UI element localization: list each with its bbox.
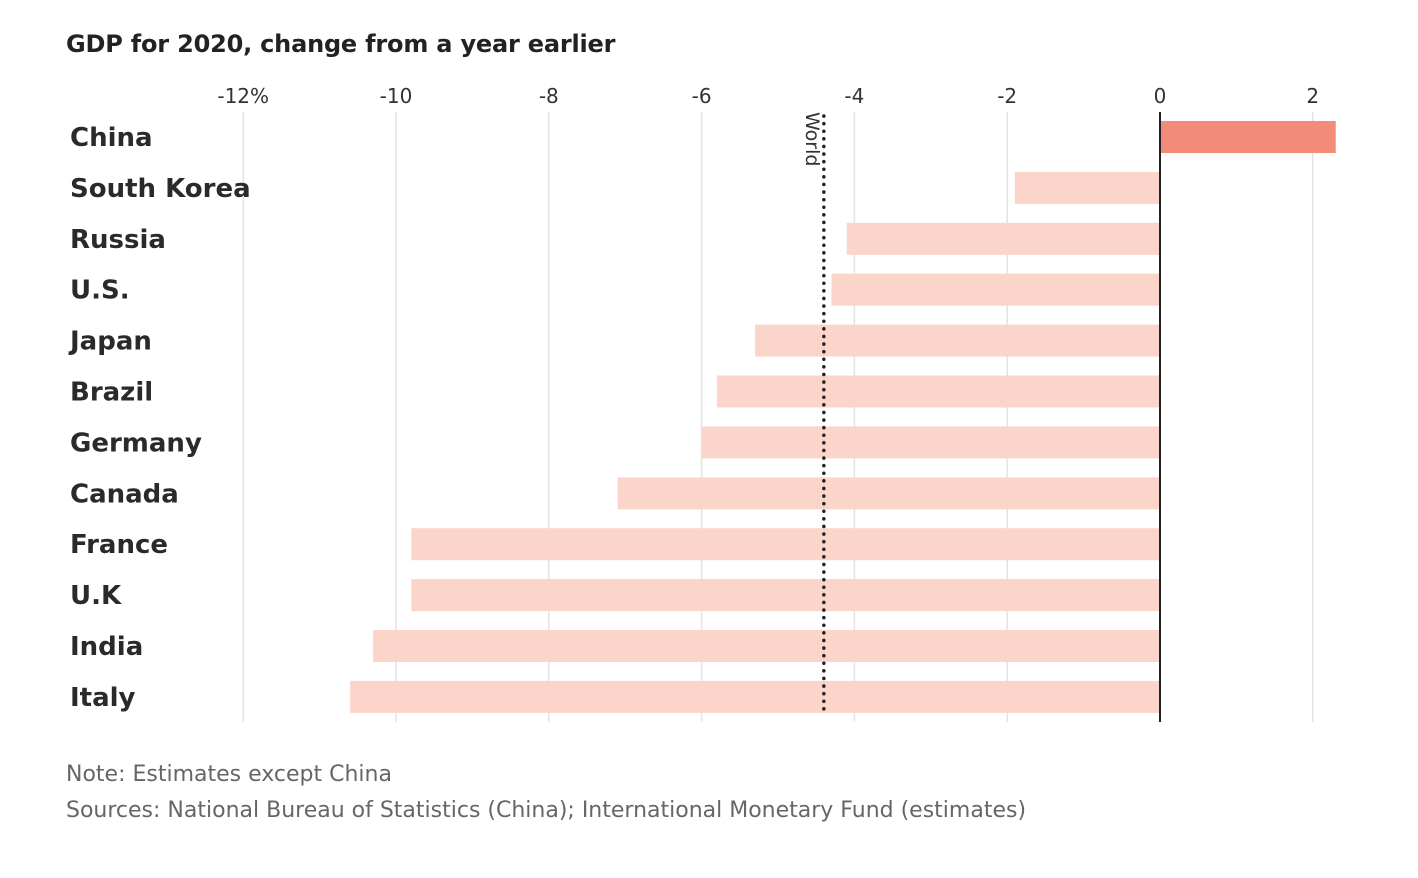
grid-lines [242,112,1314,722]
tick-label: 2 [1306,84,1319,108]
tick-label: -6 [692,84,712,108]
bars [350,121,1336,713]
bar [755,324,1160,357]
category-label: China [70,123,153,153]
tick-label: -10 [380,84,413,108]
category-label: India [70,632,143,662]
bar [716,375,1160,408]
tick-label: 0 [1154,84,1167,108]
category-label: U.S. [70,276,130,306]
category-label: France [70,530,168,560]
category-label: Russia [70,225,166,255]
tick-label: -2 [997,84,1017,108]
tick-label: -8 [539,84,559,108]
chart-sources: Sources: National Bureau of Statistics (… [66,798,1027,823]
bar [831,273,1160,306]
bar [373,630,1161,662]
bar [846,222,1160,255]
bar [411,528,1160,561]
category-label: Italy [70,683,136,713]
x-axis-ticks: -12% -10 -8 -6 -4 -2 0 2 [217,84,1319,108]
category-label: Japan [68,327,152,357]
category-label: Brazil [70,378,153,408]
world-reference: World [801,112,826,718]
bar [350,680,1160,713]
tick-label: -4 [844,84,864,108]
bar [1160,121,1336,153]
world-reference-label: World [801,112,823,166]
category-label: U.K [70,581,122,611]
chart-title: GDP for 2020, change from a year earlier [66,30,616,58]
bar [411,579,1160,612]
category-label: Germany [70,428,202,458]
chart-note: Note: Estimates except China [66,762,392,787]
bar [617,477,1160,510]
category-labels: China South Korea Russia U.S. Japan Brazil Ger… [68,123,251,713]
category-label: Canada [70,479,179,509]
bar [701,426,1160,459]
tick-label: -12% [217,84,269,108]
category-label: South Korea [70,174,251,204]
bar [1014,171,1160,204]
